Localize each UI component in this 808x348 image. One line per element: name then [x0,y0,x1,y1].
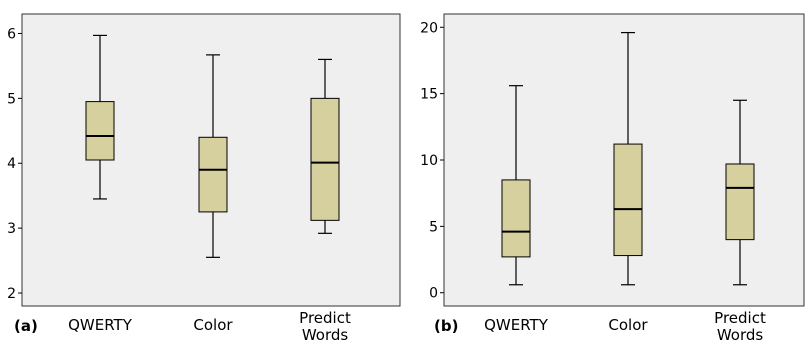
box-body [86,102,114,160]
y-tick-label: 0 [429,286,438,302]
y-tick-label: 6 [7,26,16,42]
y-tick-label: 15 [420,87,438,103]
panel-label: (a) [14,317,38,335]
box-body [614,144,642,255]
category-label: QWERTY [68,316,133,334]
y-tick-label: 10 [420,153,438,169]
box-body [502,180,530,257]
y-tick-label: 3 [7,221,16,237]
chart-panel-1: 2 3 4 5 6 QWERTY Color Predict Words (a) [7,14,400,344]
box-body [199,137,227,212]
y-tick-label: 20 [420,20,438,36]
panel-label: (b) [434,317,458,335]
category-label: Predict Words [714,309,766,344]
category-label: Predict Words [299,309,351,344]
category-label: Color [193,316,233,334]
y-tick-label: 2 [7,286,16,302]
y-tick-label: 5 [429,219,438,235]
y-tick-label: 5 [7,91,16,107]
box-body [726,164,754,240]
category-label: QWERTY [484,316,549,334]
chart-panel-2: 0 5 10 15 20 QWERTY Color Predict Words (b) [420,14,804,344]
box-body [311,98,339,220]
category-label: Color [608,316,648,334]
y-tick-label: 4 [7,156,16,172]
